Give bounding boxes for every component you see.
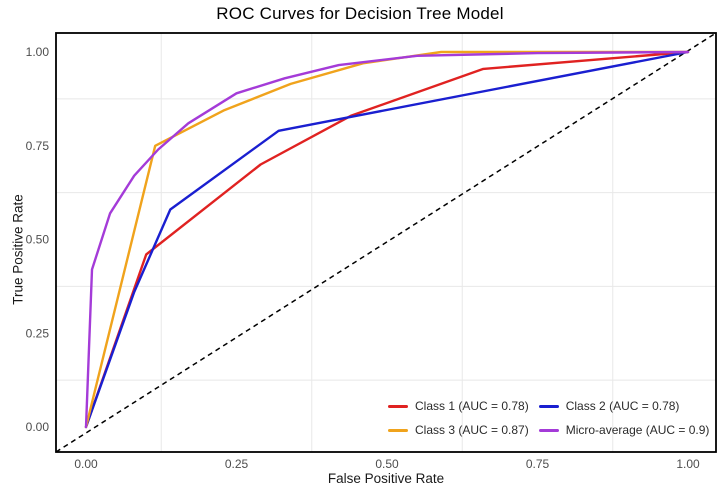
- legend-swatch-icon: [388, 428, 408, 432]
- y-tick-label: 0.00: [26, 420, 50, 434]
- legend-swatch-icon: [538, 404, 559, 408]
- series-line-2: [84, 50, 690, 429]
- legend-swatch-icon: [388, 404, 408, 408]
- legend-item: Class 3 (AUC = 0.87): [388, 423, 529, 437]
- legend: Class 1 (AUC = 0.78) Class 2 (AUC = 0.78)…: [388, 399, 709, 437]
- x-tick-label: 0.50: [375, 457, 399, 471]
- legend-item: Micro-average (AUC = 0.9): [538, 423, 710, 437]
- x-tick-label: 0.25: [225, 457, 249, 471]
- x-tick-label: 1.00: [676, 457, 700, 471]
- legend-label: Class 2 (AUC = 0.78): [565, 399, 680, 413]
- y-axis-title: True Positive Rate: [10, 194, 26, 305]
- series-line-4: [84, 50, 690, 429]
- y-tick-label: 0.50: [26, 233, 50, 247]
- legend-label: Class 1 (AUC = 0.78): [415, 399, 529, 413]
- legend-item: Class 2 (AUC = 0.78): [538, 399, 710, 413]
- series-line-3: [84, 50, 690, 429]
- series-line-1: [84, 50, 690, 429]
- y-tick-label: 0.75: [26, 139, 50, 153]
- chance-diagonal-line: [55, 32, 717, 453]
- legend-item: Class 1 (AUC = 0.78): [388, 399, 529, 413]
- panel-border: [55, 32, 717, 453]
- x-tick-label: 0.75: [526, 457, 550, 471]
- x-tick-label: 0.00: [74, 457, 98, 471]
- x-axis-title: False Positive Rate: [327, 471, 445, 486]
- legend-label: Class 3 (AUC = 0.87): [415, 423, 529, 437]
- legend-swatch-icon: [538, 428, 559, 432]
- chart-title: ROC Curves for Decision Tree Model: [216, 4, 504, 23]
- legend-label: Micro-average (AUC = 0.9): [565, 423, 710, 437]
- y-tick-label: 0.25: [26, 326, 50, 340]
- y-tick-label: 1.00: [26, 45, 50, 59]
